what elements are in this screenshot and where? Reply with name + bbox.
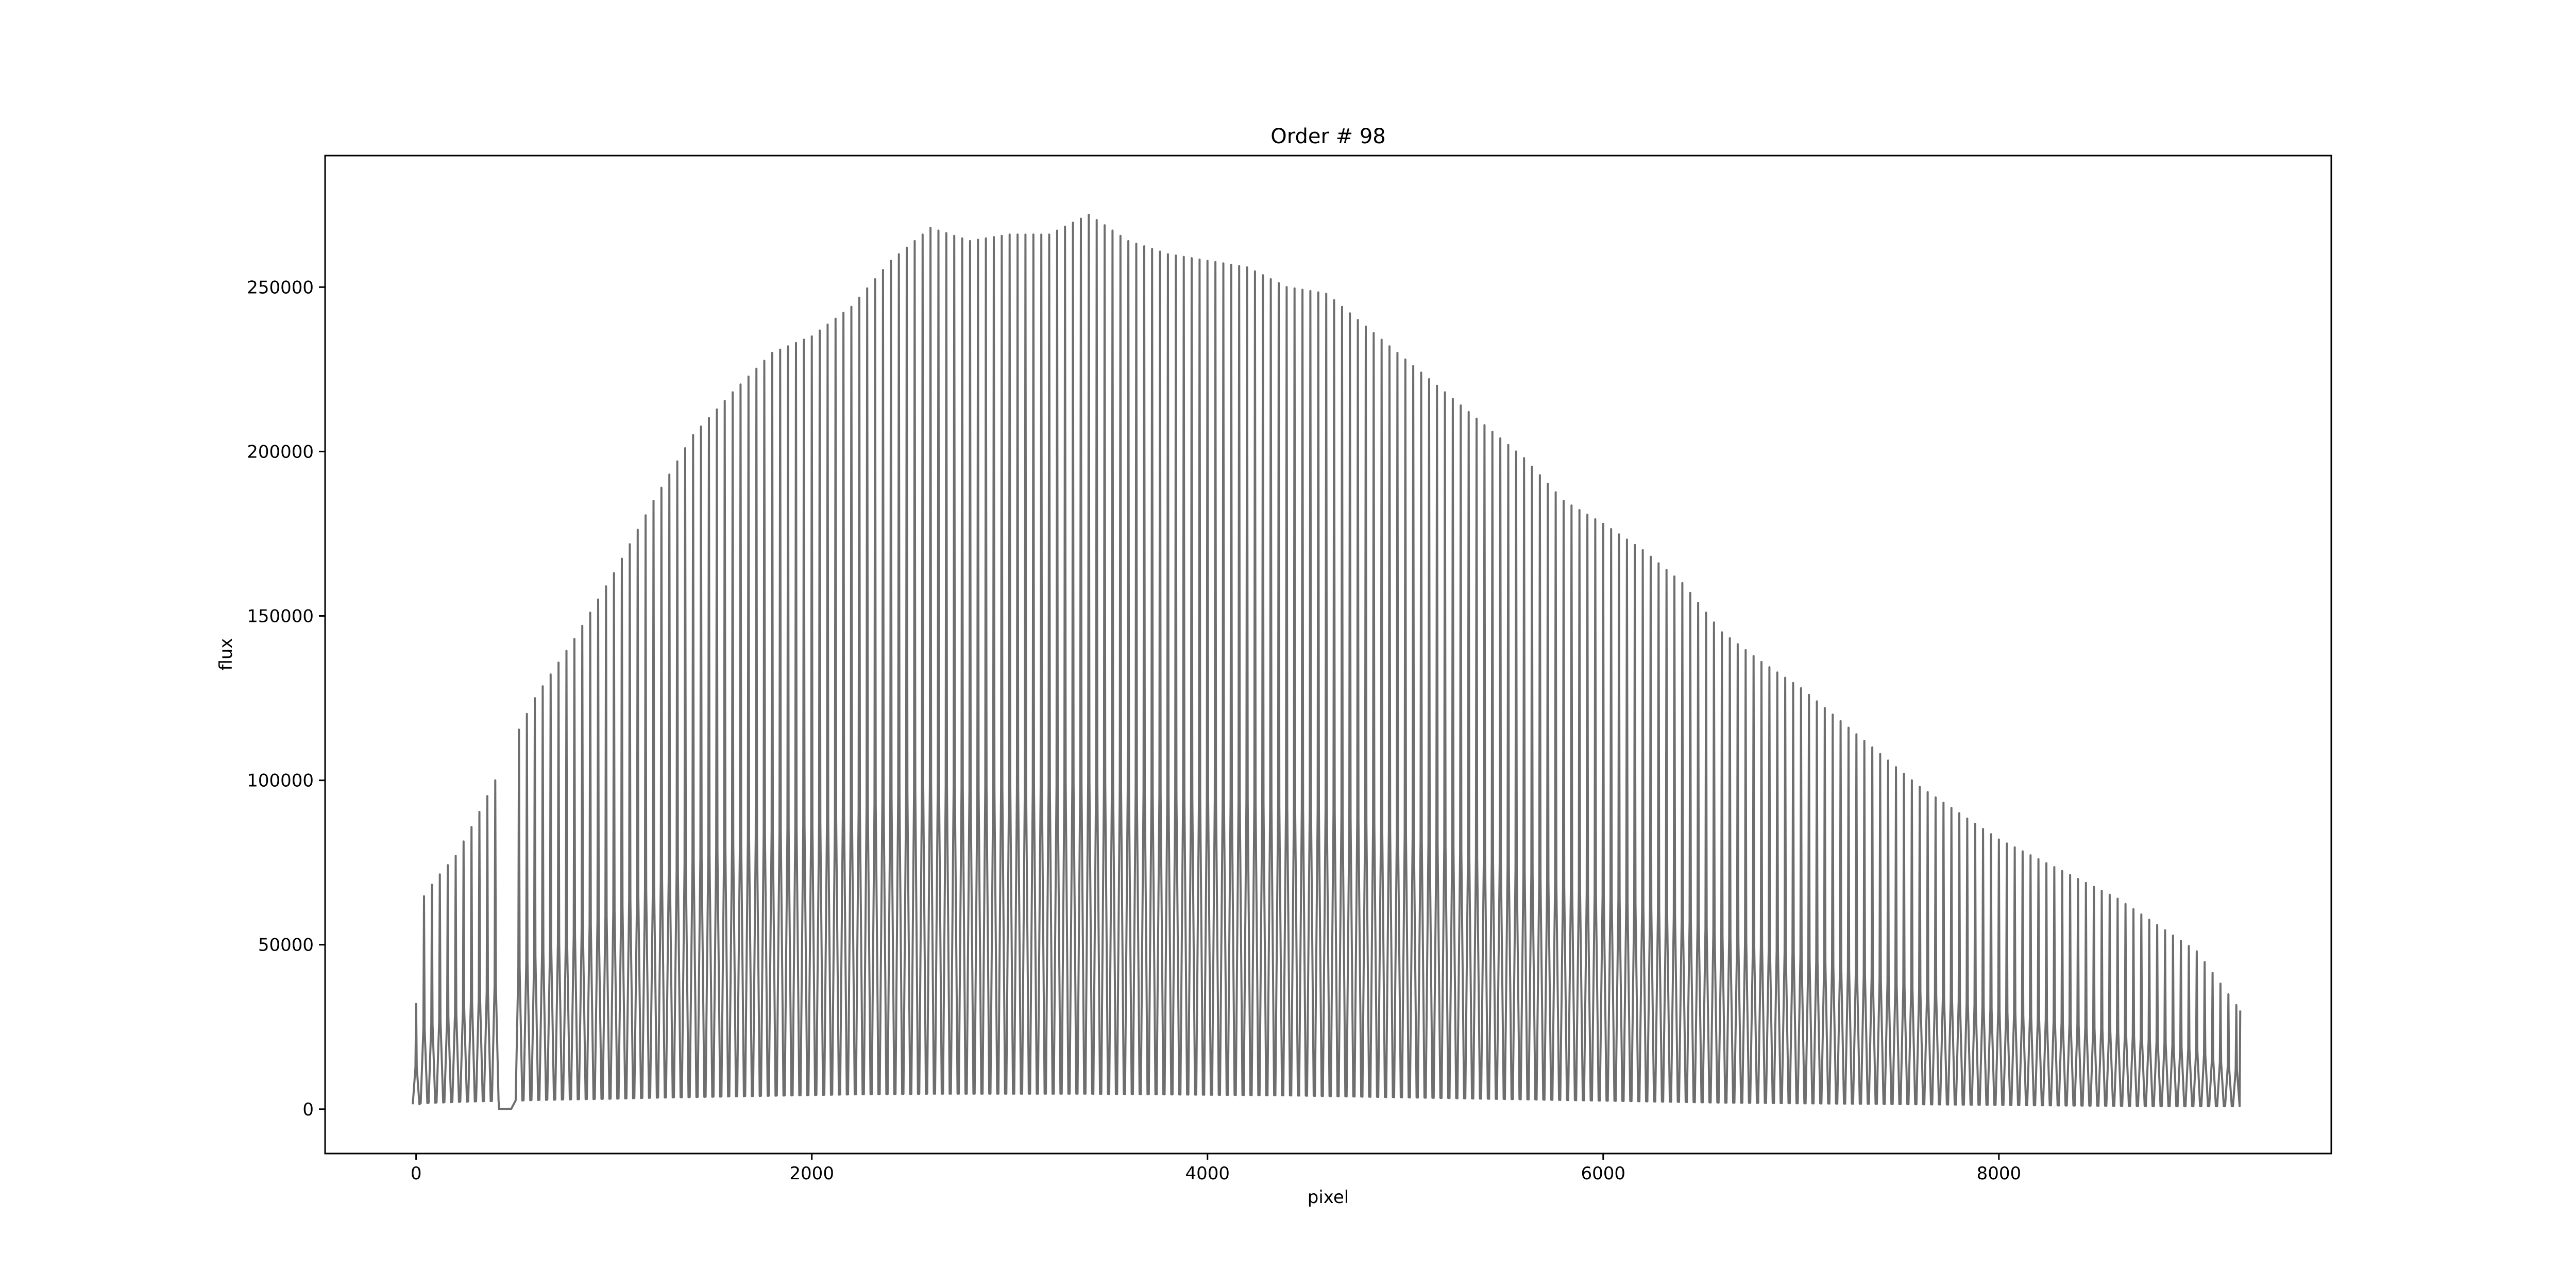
x-axis: 0 2000 4000 6000 8000 <box>411 1154 2021 1184</box>
x-axis-label: pixel <box>1308 1187 1349 1208</box>
y-tick-label: 100000 <box>247 771 314 791</box>
plot-frame <box>324 155 2332 1155</box>
y-tick-label: 50000 <box>258 935 314 956</box>
x-tick-label: 4000 <box>1185 1163 1230 1184</box>
y-tick-label: 200000 <box>247 442 314 462</box>
y-tick-label: 150000 <box>247 606 314 627</box>
x-tick-label: 8000 <box>1977 1163 2022 1184</box>
x-tick-label: 0 <box>411 1163 422 1184</box>
y-axis-label: flux <box>216 638 236 670</box>
x-tick-label: 2000 <box>789 1163 834 1184</box>
data-layer <box>412 213 2242 1110</box>
y-tick-label: 0 <box>302 1099 314 1120</box>
y-tick-label: 250000 <box>247 277 314 298</box>
flux-series-line <box>412 213 2242 1110</box>
chart-title: Order # 98 <box>1270 125 1386 148</box>
y-axis: 0 50000 100000 150000 200000 250000 <box>247 277 325 1120</box>
x-tick-label: 6000 <box>1581 1163 1626 1184</box>
